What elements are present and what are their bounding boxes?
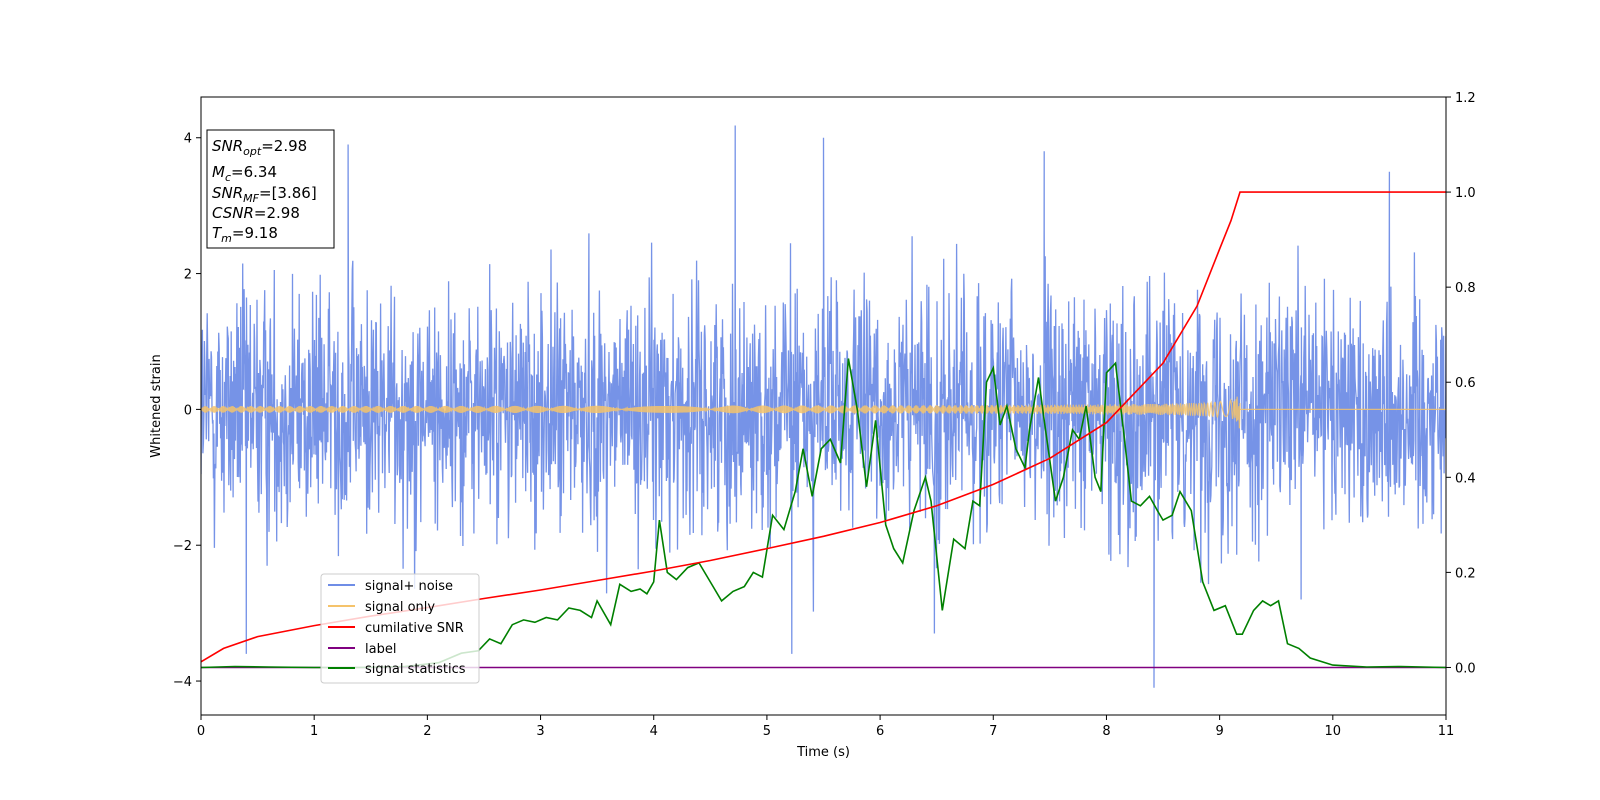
x-axis-label: Time (s) [796, 745, 850, 760]
series-signal-statistics [201, 358, 1446, 669]
x-tick-label: 7 [989, 724, 997, 739]
legend-label-signal-noise: signal+ noise [365, 579, 453, 594]
plot-frame [200, 96, 1447, 716]
legend-label-label: label [365, 642, 396, 657]
series-signal-only [201, 396, 1446, 429]
y-axis-label: Whitened strain [149, 354, 164, 457]
x-tick-label: 9 [1215, 724, 1223, 739]
legend: signal+ noise signal only cumilative SNR… [320, 573, 480, 684]
x-tick-label: 4 [650, 724, 658, 739]
series-signal-noise [201, 125, 1446, 688]
y-right-tick-label: 0.0 [1455, 661, 1476, 676]
y-left-tick-label: −4 [173, 675, 192, 690]
info-snr-opt: SNRopt=2.98 [212, 137, 307, 158]
y-right-tick-label: 0.4 [1455, 471, 1476, 486]
y-right-tick-label: 0.8 [1455, 281, 1476, 296]
info-box-frame [206, 129, 335, 249]
info-snr-mf: SNRMF=[3.86] [212, 184, 317, 205]
x-tick-label: 3 [536, 724, 544, 739]
x-tick-label: 11 [1438, 724, 1455, 739]
info-chirp-mass: Mc=6.34 [212, 163, 277, 184]
legend-label-cumulative-snr: cumilative SNR [365, 621, 464, 636]
info-csnr: CSNR=2.98 [212, 204, 300, 222]
y-right-tick-label: 1.2 [1455, 91, 1476, 106]
x-tick-label: 2 [423, 724, 431, 739]
y-right-tick-label: 0.6 [1455, 376, 1476, 391]
y-right-tick-label: 1.0 [1455, 186, 1476, 201]
y-right-tick-label: 0.2 [1455, 566, 1476, 581]
legend-label-signal-statistics: signal statistics [365, 662, 466, 677]
axes-layer: 0 1 2 3 4 5 6 7 8 9 10 11 −4 −2 0 2 4 0.0 0.2 0.4 0.6 0.8 1.0 1… [173, 91, 1476, 739]
info-box: SNRopt=2.98 Mc=6.34 SNRMF=[3.86] CSNR=2.… [206, 129, 335, 249]
info-merger-time: Tm=9.18 [212, 224, 278, 245]
x-tick-label: 6 [876, 724, 884, 739]
x-tick-label: 8 [1102, 724, 1110, 739]
x-tick-label: 0 [197, 724, 205, 739]
legend-frame [320, 573, 480, 684]
y-left-tick-label: 4 [184, 132, 192, 147]
x-tick-label: 5 [763, 724, 771, 739]
y-left-tick-label: 0 [184, 403, 192, 418]
x-tick-label: 10 [1325, 724, 1342, 739]
y-left-tick-label: 2 [184, 268, 192, 283]
y-left-tick-label: −2 [173, 539, 192, 554]
legend-label-signal-only: signal only [365, 600, 435, 615]
x-tick-label: 1 [310, 724, 318, 739]
